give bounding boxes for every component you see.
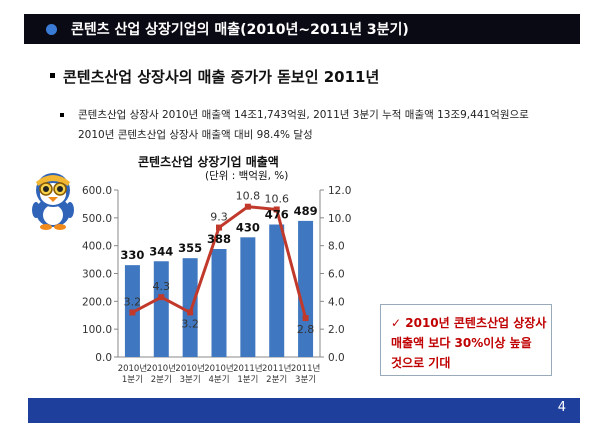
- check-icon: ✓: [391, 316, 402, 330]
- bar: [182, 258, 198, 357]
- footer-bar: [28, 398, 580, 423]
- bar: [298, 220, 314, 357]
- chart-title: 콘텐츠산업 상장기업 매출액: [138, 155, 279, 169]
- line-label: 2.8: [297, 323, 315, 336]
- chart-unit: (단위 : 백억원, %): [205, 170, 289, 182]
- body-line-1: 콘텐츠산업 상장사 2010년 매출액 14조1,743억원, 2011년 3분…: [78, 109, 529, 121]
- x-tick-label-year: 2010년: [175, 363, 204, 374]
- line-label: 3.2: [124, 295, 142, 308]
- headline-bullet-icon: [50, 73, 55, 78]
- y-left-tick-label: 400.0: [82, 241, 112, 253]
- line-point: [273, 206, 280, 213]
- line-point: [187, 309, 194, 316]
- line-label: 10.8: [236, 190, 261, 203]
- body-line-2: 2010년 콘텐츠산업 상장사 매출액 대비 98.4% 달성: [78, 129, 313, 141]
- y-right-tick-label: 10.0: [328, 213, 351, 225]
- x-tick-label-quarter: 3분기: [295, 375, 316, 385]
- bar-label: 344: [149, 244, 173, 258]
- y-left-tick-label: 0.0: [95, 352, 112, 364]
- y-right-tick-label: 12.0: [328, 185, 351, 197]
- x-tick-label-year: 2010년: [147, 363, 176, 374]
- line-label: 4.3: [153, 280, 171, 293]
- line-label: 10.6: [264, 192, 289, 205]
- bar-label: 489: [294, 204, 318, 218]
- bar-label: 355: [178, 241, 202, 255]
- y-right-tick-label: 0.0: [328, 352, 345, 364]
- bar-label: 330: [120, 248, 144, 262]
- page-number: 4: [557, 400, 566, 415]
- y-right-tick-label: 4.0: [328, 296, 345, 308]
- x-tick-label-quarter: 4분기: [208, 375, 229, 385]
- callout-line-1: 2010년 콘텐츠산업 상장사: [405, 316, 547, 330]
- line-point: [216, 224, 222, 231]
- line-point: [158, 294, 165, 301]
- title-bar: 콘텐츠 산업 상장기업의 매출(2010년~2011년 3분기): [24, 14, 580, 44]
- line-label: 3.2: [181, 317, 199, 330]
- y-left-tick-label: 500.0: [82, 213, 112, 225]
- line-label: 9.3: [210, 211, 228, 224]
- x-tick-label-quarter: 2분기: [151, 375, 172, 385]
- callout-box: ✓ 2010년 콘텐츠산업 상장사 매출액 보다 30%이상 높을 것으로 기대: [380, 304, 552, 376]
- y-left-tick-label: 100.0: [82, 324, 112, 336]
- body-bullet-icon: [60, 113, 64, 117]
- x-tick-label-quarter: 1분기: [122, 375, 143, 385]
- callout-line-3: 것으로 기대: [391, 356, 451, 370]
- y-left-tick-label: 200.0: [82, 296, 112, 308]
- bar-label: 430: [236, 220, 260, 234]
- line-point: [302, 315, 309, 322]
- bar-label: 476: [265, 208, 289, 222]
- bar: [211, 249, 227, 357]
- penguin-mascot-icon: [32, 173, 74, 230]
- line-point: [129, 309, 136, 316]
- callout-line-2: 매출액 보다 30%이상 높을: [391, 336, 532, 350]
- y-right-tick-label: 2.0: [328, 324, 345, 336]
- x-tick-label-quarter: 3분기: [180, 375, 201, 385]
- x-tick-label-year: 2011년: [233, 363, 262, 374]
- page-title: 콘텐츠 산업 상장기업의 매출(2010년~2011년 3분기): [71, 22, 409, 38]
- y-right-tick-label: 6.0: [328, 269, 345, 281]
- bar: [153, 261, 169, 357]
- x-tick-label-quarter: 1분기: [237, 375, 258, 385]
- x-tick-label-quarter: 2분기: [266, 375, 287, 385]
- y-right-tick-label: 8.0: [328, 241, 345, 253]
- bar: [240, 237, 256, 357]
- bar: [269, 224, 285, 357]
- line-point: [244, 203, 251, 210]
- y-left-tick-label: 600.0: [82, 185, 112, 197]
- x-tick-label-year: 2010년: [204, 363, 233, 374]
- bar-label: 388: [207, 232, 231, 246]
- x-tick-label-year: 2011년: [262, 363, 291, 374]
- x-tick-label-year: 2011년: [291, 363, 320, 374]
- headline: 콘텐츠산업 상장사의 매출 증가가 돋보인 2011년: [50, 66, 379, 87]
- x-tick-label-year: 2010년: [118, 363, 147, 374]
- headline-text: 콘텐츠산업 상장사의 매출 증가가 돋보인 2011년: [63, 68, 380, 86]
- title-bullet-icon: [46, 23, 57, 35]
- y-left-tick-label: 300.0: [82, 269, 112, 281]
